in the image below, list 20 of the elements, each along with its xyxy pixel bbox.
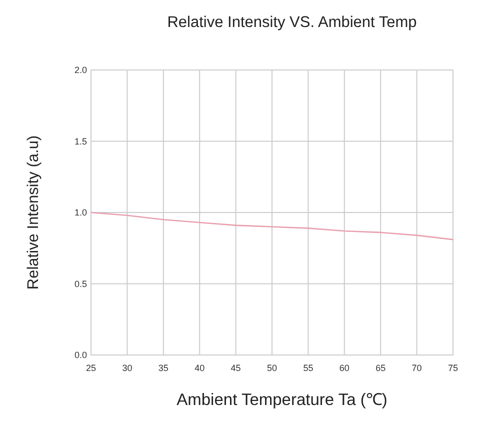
- x-tick-label: 50: [266, 363, 278, 373]
- x-tick-label: 65: [376, 363, 386, 373]
- x-tick-label: 25: [86, 363, 96, 373]
- y-tick-label: 1.5: [74, 136, 87, 146]
- y-axis-title: Relative Intensity (a.u): [25, 135, 42, 290]
- x-tick-label: 45: [230, 363, 241, 373]
- y-tick-label: 1.0: [74, 208, 87, 218]
- x-tick-label: 55: [303, 363, 314, 373]
- x-axis-title: Ambient Temperature Ta (℃): [176, 391, 388, 409]
- y-tick-label: 2.0: [74, 65, 87, 75]
- y-tick-label: 0.0: [74, 350, 87, 360]
- x-tick-label: 35: [158, 363, 168, 373]
- x-tick-label: 60: [339, 363, 350, 373]
- x-tick-label: 75: [448, 363, 458, 373]
- x-tick-label: 30: [122, 363, 132, 373]
- x-tick-label: 40: [194, 363, 205, 373]
- y-tick-label: 0.5: [74, 278, 87, 289]
- line-series: [90, 212, 454, 240]
- chart-title: Relative Intensity VS. Ambient Temp: [167, 14, 417, 31]
- x-tick-label: 70: [412, 363, 422, 373]
